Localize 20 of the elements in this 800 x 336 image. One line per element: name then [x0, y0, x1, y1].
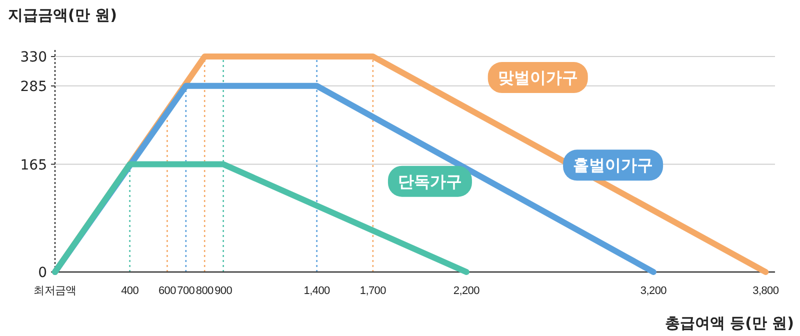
x-tick-label: 3,200	[640, 285, 667, 297]
y-tick-label: 285	[20, 78, 47, 95]
y-axis-title: 지급금액(만 원)	[8, 6, 117, 24]
x-tick-label: 600	[158, 285, 176, 297]
text: 맞벌이가구	[498, 68, 578, 88]
x-tick-label: 2,200	[453, 285, 480, 297]
x-tick-label: 1,400	[304, 285, 330, 297]
x-tick-label: 3,800	[752, 285, 779, 297]
text: 홑벌이가구	[573, 156, 654, 175]
y-tick-label: 165	[20, 157, 47, 174]
x-tick-label: 800	[196, 285, 214, 297]
text: 단독가구	[398, 172, 462, 191]
y-tick-label: 330	[20, 50, 47, 66]
x-axis-title: 총급여액 등(만 원)	[664, 314, 794, 332]
x-tick-label: 700	[177, 285, 195, 297]
x-tick-label: 1,700	[360, 285, 386, 297]
x-tick-label: 900	[214, 285, 232, 297]
x-tick-label: 400	[121, 285, 139, 297]
y-tick-label: 0	[38, 265, 47, 281]
x-tick-label: 최저금액	[34, 285, 76, 297]
